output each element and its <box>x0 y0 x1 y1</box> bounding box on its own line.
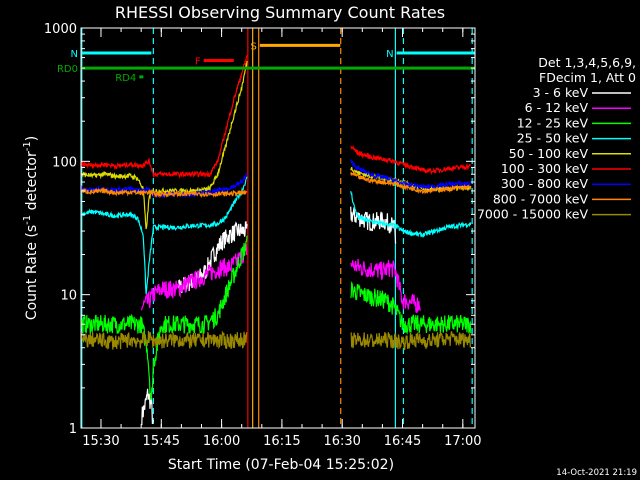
series-12-25-keV-kev <box>80 235 472 401</box>
legend-label: 300 - 800 keV <box>501 176 589 191</box>
legend-label: 7000 - 15000 keV <box>477 207 588 222</box>
flag-label-2: RD0 <box>57 64 78 75</box>
series-line <box>80 330 472 351</box>
legend-label: 50 - 100 keV <box>509 146 589 161</box>
series-line <box>80 55 471 179</box>
legend-label: 25 - 50 keV <box>517 131 589 146</box>
x-tick-label: 16:15 <box>263 434 300 449</box>
y-axis-label-end: ) <box>24 136 40 141</box>
x-tick-label: 15:45 <box>143 434 180 449</box>
y-axis-label-sup1: -1 <box>22 215 33 225</box>
x-axis-label: Start Time (07-Feb-04 15:25:02) <box>168 457 394 473</box>
series-6-12-keV-kev <box>140 243 421 313</box>
series-line <box>140 243 421 313</box>
x-tick-label: 17:00 <box>444 434 481 449</box>
y-axis-label-main: Count Rate (s <box>24 225 40 320</box>
series-line <box>80 235 472 401</box>
legend-header-detectors: Det 1,3,4,5,6,9, <box>538 55 636 70</box>
series-800-7000-keV-kev <box>80 170 472 199</box>
series-100-300-keV-kev <box>80 55 471 179</box>
legend: Det 1,3,4,5,6,9, FDecim 1, Att 0 3 - 6 k… <box>477 55 636 222</box>
flag-label-3: RD4 <box>115 73 136 84</box>
y-axis-label-sup2: -1 <box>22 141 33 151</box>
flag-label-1: N <box>386 49 393 60</box>
x-tick-label: 15:30 <box>82 434 119 449</box>
legend-label: 6 - 12 keV <box>525 100 589 115</box>
x-tick-label: 16:00 <box>203 434 240 449</box>
legend-label: 100 - 300 keV <box>501 161 589 176</box>
footer-date: 14-Oct-2021 21:19 <box>556 468 637 478</box>
y-tick-label: 10 <box>60 289 77 304</box>
series-7000-15000-keV-kev <box>80 330 472 351</box>
x-tick-label: 16:45 <box>384 434 421 449</box>
x-tick-label: 16:30 <box>323 434 360 449</box>
series-line <box>80 176 472 295</box>
y-tick-label: 1 <box>69 422 77 437</box>
series-25-50-keV-kev <box>80 176 472 295</box>
chart-title: RHESSI Observing Summary Count Rates <box>115 3 445 22</box>
series-line <box>80 170 472 199</box>
flag-label-4: F <box>195 57 201 68</box>
y-tick-label: 100 <box>52 155 77 170</box>
legend-header-attenuator: FDecim 1, Att 0 <box>539 70 636 85</box>
y-axis-label-mid: detector <box>24 151 40 215</box>
y-axis-label: Count Rate (s-1 detector-1) <box>22 136 40 320</box>
legend-label: 3 - 6 keV <box>533 85 589 100</box>
flag-label-5: S <box>251 41 257 52</box>
legend-label: 12 - 25 keV <box>517 115 589 130</box>
legend-label: 800 - 7000 keV <box>493 191 589 206</box>
flag-label-0: N <box>71 49 78 60</box>
plot-frame <box>80 27 476 429</box>
y-tick-label: 1000 <box>44 22 77 37</box>
